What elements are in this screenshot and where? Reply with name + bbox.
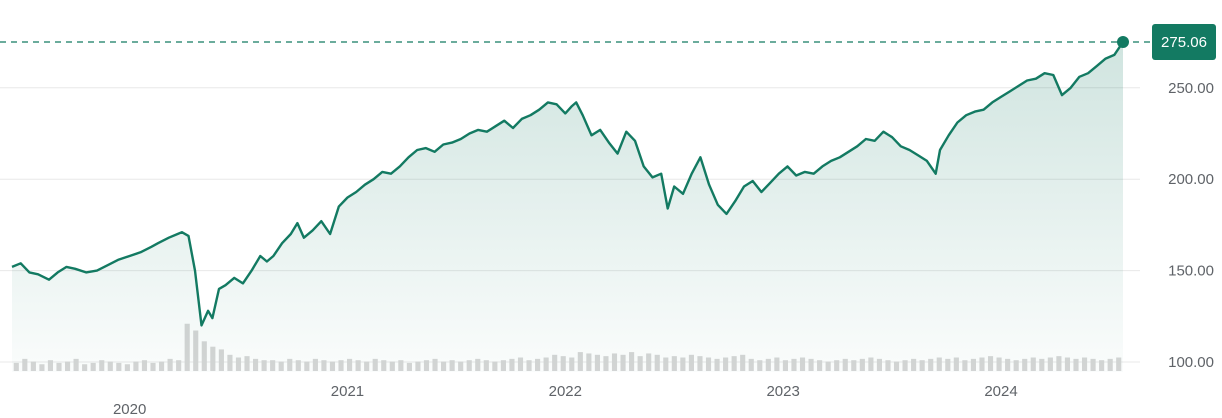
- x-axis-labels: 2020 2021 2022 2023 2024: [113, 383, 1018, 418]
- last-price-label: 275.06: [1161, 34, 1207, 51]
- y-tick-label: 150.00: [1168, 263, 1214, 280]
- y-tick-label: 200.00: [1168, 171, 1214, 188]
- x-tick-label: 2024: [984, 383, 1017, 400]
- price-area: [12, 42, 1123, 372]
- x-tick-label: 2020: [113, 401, 146, 418]
- x-tick-label: 2022: [549, 383, 582, 400]
- x-tick-label: 2023: [766, 383, 799, 400]
- last-price-dot: [1117, 36, 1129, 48]
- x-tick-label: 2021: [331, 383, 364, 400]
- last-price-badge: 275.06: [1152, 24, 1216, 60]
- last-price-badge-box: [1152, 24, 1216, 60]
- price-line: [11, 41, 1124, 327]
- y-axis-labels: 100.00 150.00 200.00 250.00: [1168, 80, 1214, 371]
- y-tick-label: 100.00: [1168, 354, 1214, 371]
- y-tick-label: 250.00: [1168, 80, 1214, 97]
